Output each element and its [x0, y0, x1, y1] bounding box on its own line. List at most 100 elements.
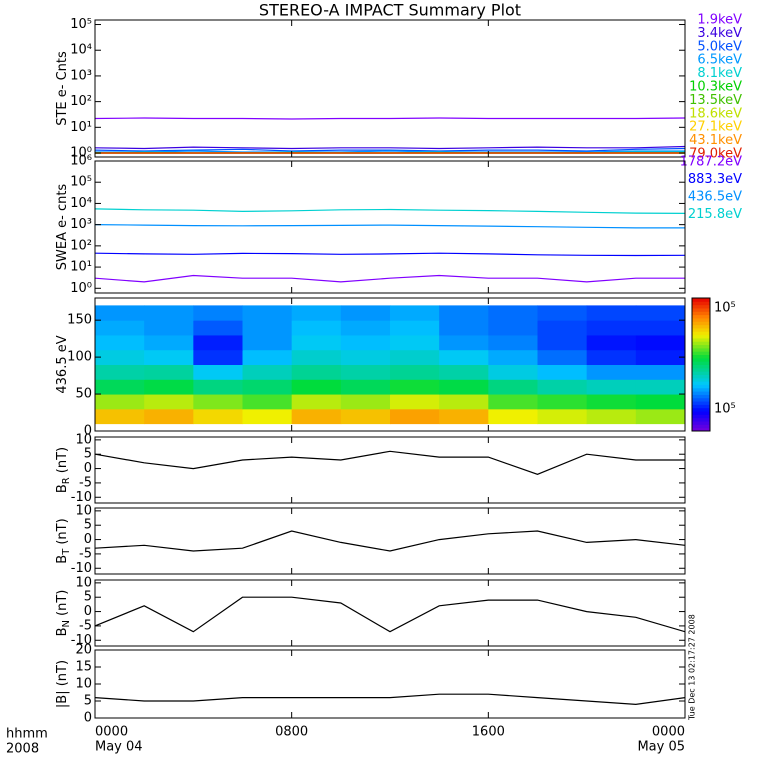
- heat-cell: [439, 349, 489, 365]
- colorbar-cell: [692, 427, 710, 432]
- colorbar-cell: [692, 327, 710, 332]
- heat-cell: [586, 364, 637, 380]
- heat-cell: [635, 394, 685, 410]
- axis-frame: [94, 507, 686, 575]
- y-axis-label: BT (nT): [55, 518, 73, 563]
- plot-area: [95, 208, 685, 283]
- colorbar-cell: [692, 354, 710, 359]
- y-tick-label: 10⁵: [70, 175, 92, 190]
- heat-cell: [340, 305, 391, 321]
- heat-cell: [488, 320, 538, 336]
- y-tick-label: 10⁶: [70, 154, 92, 169]
- y-tick-label: 10⁴: [70, 43, 92, 58]
- colorbar-cell: [692, 367, 710, 372]
- y-tick-label: 5: [84, 590, 92, 605]
- heat-cell: [95, 379, 145, 395]
- y-tick-label: 10³: [70, 68, 92, 83]
- plot-area: [95, 117, 685, 154]
- heat-cell: [586, 305, 637, 321]
- y-tick-label: -10: [71, 633, 92, 648]
- colorbar-cell: [692, 334, 710, 339]
- plot-area: [95, 530, 685, 552]
- y-tick-label: 10⁴: [70, 196, 92, 211]
- heat-cell: [439, 394, 489, 410]
- y-tick-label: 10¹: [70, 260, 92, 275]
- y-axis-label-part: B: [55, 484, 70, 493]
- heat-cell: [537, 320, 588, 336]
- heat-cell: [439, 320, 489, 336]
- heat-cell: [193, 394, 243, 410]
- x-tick-label: 0800: [275, 725, 308, 740]
- colorbar-cell: [692, 347, 710, 352]
- colorbar-cell: [692, 397, 710, 402]
- x-tick-label: 1600: [472, 725, 505, 740]
- series-line: [95, 208, 685, 214]
- y-tick-label: -10: [71, 561, 92, 576]
- colorbar-cell: [692, 371, 710, 375]
- heat-cell: [390, 408, 440, 425]
- colorbar-label: 10⁵: [714, 402, 736, 417]
- heat-cell: [488, 364, 538, 380]
- y-tick-label: 10³: [70, 217, 92, 232]
- heat-cell: [291, 379, 342, 395]
- colorbar-cell: [692, 341, 710, 346]
- colorbar-cell: [692, 344, 710, 349]
- colorbar-cell: [692, 304, 710, 309]
- series-line: [95, 450, 685, 475]
- legend-entry: 8.1keV: [697, 66, 742, 81]
- heat-cell: [586, 379, 637, 395]
- legend-entry: 1.9keV: [697, 13, 742, 28]
- plot-area: [95, 693, 685, 706]
- colorbar-cell: [692, 407, 710, 412]
- y-axis-label-part: N: [61, 620, 72, 627]
- y-tick-label: -5: [79, 546, 92, 561]
- y-axis-label-part: SWEA e- cnts: [55, 184, 70, 271]
- legend-entry: 79.0keV: [689, 147, 742, 162]
- y-tick-label: 0: [84, 604, 92, 619]
- x-tick-label: 0000: [95, 725, 128, 740]
- y-tick-label: 5: [84, 694, 92, 709]
- heat-cell: [242, 349, 293, 365]
- y-tick-label: 0: [84, 424, 92, 439]
- y-axis-label-part: STE e- Cnts: [55, 51, 70, 126]
- colorbar-label: 10⁵: [714, 301, 736, 316]
- heat-cell: [390, 320, 440, 336]
- heat-cell: [193, 334, 243, 351]
- heat-cell: [390, 379, 440, 395]
- heat-cell: [144, 334, 194, 351]
- heat-cell: [144, 305, 194, 321]
- heat-cell: [537, 394, 588, 410]
- y-tick-label: 10²: [70, 238, 92, 253]
- y-tick-label: 10: [75, 677, 92, 692]
- y-tick-label: -10: [71, 490, 92, 505]
- heat-cell: [488, 305, 538, 321]
- heat-cell: [439, 334, 489, 351]
- colorbar-cell: [692, 301, 710, 306]
- y-axis-label-part: R: [61, 477, 72, 484]
- heat-cell: [291, 364, 342, 380]
- colorbar-cell: [692, 424, 710, 429]
- y-tick-label: 10⁵: [70, 17, 92, 32]
- y-axis-label: SWEA e- cnts: [55, 184, 70, 271]
- colorbar-cell: [692, 311, 710, 316]
- y-tick-label: 150: [67, 313, 92, 328]
- heat-cell: [635, 334, 685, 351]
- heat-cell: [340, 379, 391, 395]
- heat-cell: [242, 394, 293, 410]
- heat-cell: [439, 408, 489, 425]
- axis-frame: [94, 436, 686, 504]
- colorbar-cell: [692, 417, 710, 422]
- heat-cell: [537, 334, 588, 351]
- heat-cell: [95, 349, 145, 365]
- x-tick-label: 0000: [652, 725, 685, 740]
- y-tick-label: 10: [75, 575, 92, 590]
- chart-title: STEREO-A IMPACT Summary Plot: [259, 1, 521, 20]
- heat-cell: [340, 349, 391, 365]
- heat-cell: [635, 408, 685, 425]
- y-axis-label-part: B: [55, 627, 70, 636]
- colorbar-frame: [691, 297, 711, 432]
- legend-entry: 43.1keV: [689, 133, 742, 148]
- colorbar-cell: [692, 324, 710, 329]
- heat-cell: [488, 394, 538, 410]
